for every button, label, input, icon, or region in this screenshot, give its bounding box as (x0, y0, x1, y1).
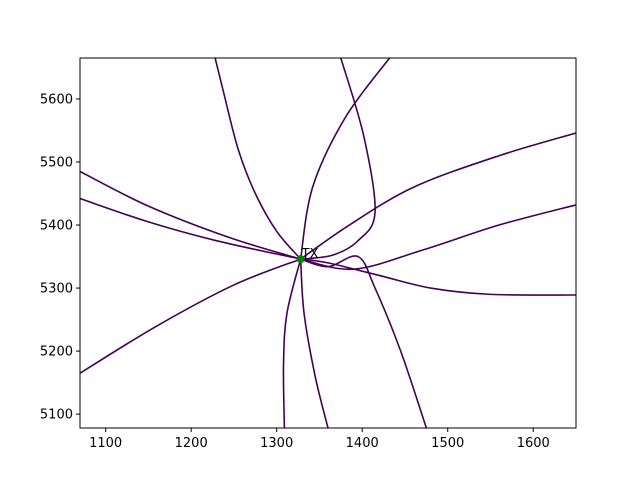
series-line-8 (80, 170, 301, 260)
y-tick-label: 5600 (40, 92, 73, 107)
series-line-10 (80, 258, 301, 374)
curves (80, 58, 576, 428)
x-tick-label: 1400 (346, 436, 379, 451)
x-tick-label: 1500 (431, 436, 464, 451)
x-tick-label: 1100 (89, 436, 122, 451)
series-line-7 (300, 132, 576, 260)
x-axis: 1100 1200 1300 1400 1500 1600 (89, 428, 550, 451)
y-tick-label: 5100 (40, 408, 73, 423)
x-tick-label: 1600 (517, 436, 550, 451)
y-tick-label: 5400 (40, 219, 73, 234)
series-line-5 (299, 58, 391, 260)
annotations: TX (301, 247, 319, 262)
series-line-2 (300, 258, 576, 296)
plot-area (79, 57, 577, 429)
series-line-3 (300, 58, 376, 260)
x-tick-label: 1200 (175, 436, 208, 451)
y-axis: 5100 5200 5300 5400 5500 5600 (40, 92, 80, 423)
tx-marker (296, 255, 305, 264)
series-line-9 (80, 197, 301, 260)
series-line-1 (214, 58, 302, 260)
y-tick-label: 5500 (40, 156, 73, 171)
series-line-6 (300, 204, 576, 271)
series-line-11 (282, 258, 302, 428)
y-tick-label: 5200 (40, 345, 73, 360)
axes-background (80, 58, 576, 428)
markers (296, 255, 305, 264)
x-tick-label: 1300 (260, 436, 293, 451)
series-line-12 (299, 259, 329, 428)
tx-label: TX (301, 247, 319, 262)
axes-frame (79, 57, 577, 429)
y-tick-label: 5300 (40, 282, 73, 297)
